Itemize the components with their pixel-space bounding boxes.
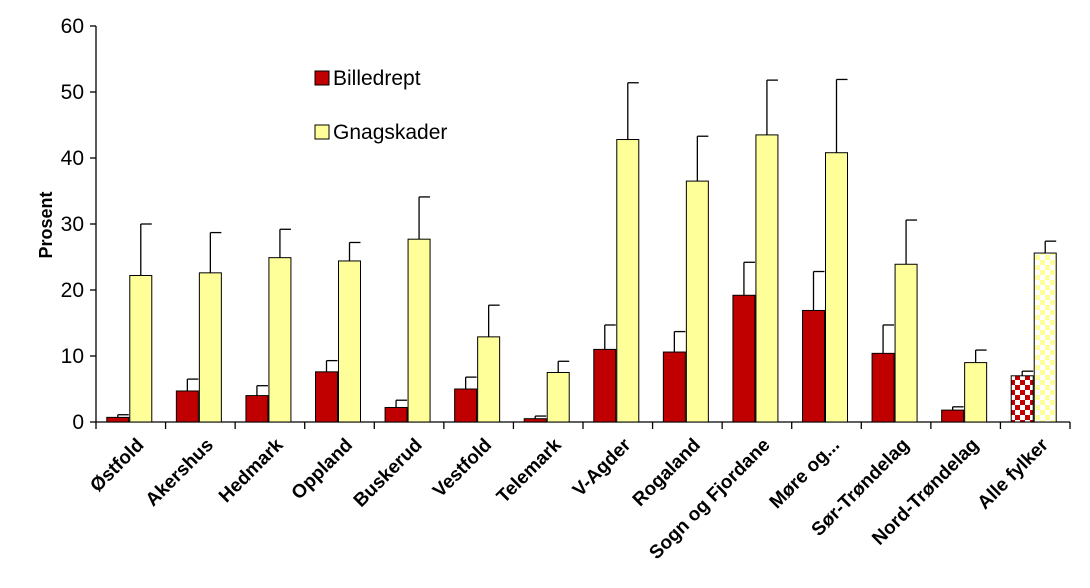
x-tick-label-telemark: Telemark [493, 434, 566, 507]
bar-gnagskader-v-agder [616, 139, 640, 423]
bar-gnagskader-akershus [198, 272, 222, 423]
bar-gnagskader-more-og [825, 152, 848, 423]
legend-swatch-gnagskader [314, 124, 330, 140]
bar-billedrept-vestfold [454, 388, 478, 423]
bar-billedrept-oppland [315, 371, 338, 423]
bar-gnagskader-nord-trondelag [964, 362, 988, 423]
x-tick-label-v-agder: V-Agder [569, 434, 636, 501]
bars [106, 134, 1057, 423]
bar-gnagskader-oppland [338, 260, 361, 423]
x-tick-label-rogaland: Rogaland [629, 435, 705, 511]
bar-billedrept-ostfold [106, 416, 130, 423]
x-tick-label-sogn-og-fjordane: Sogn og Fjordane [645, 435, 774, 564]
bar-billedrept-buskerud [384, 406, 408, 423]
legend-label-gnagskader: Gnagskader [333, 121, 447, 144]
x-tick-label-alle-fylker: Alle fylker [974, 434, 1054, 514]
legend: Billedrept Gnagskader [314, 67, 447, 144]
bar-billedrept-more-og [802, 309, 825, 423]
y-tick-label: 60 [61, 15, 84, 38]
bar-gnagskader-sor-trondelag [894, 263, 918, 423]
legend-label-billedrept: Billedrept [333, 67, 421, 90]
bar-billedrept-sogn-og-fjordane [732, 294, 756, 423]
bar-billedrept-v-agder [593, 348, 617, 423]
x-tick-label-ostfold: Østfold [86, 435, 148, 497]
bar-billedrept-nord-trondelag [941, 409, 965, 423]
y-tick-label: 40 [61, 147, 84, 170]
axes [90, 25, 1071, 429]
bar-billedrept-alle-fylker [1010, 375, 1034, 423]
y-tick-label: 20 [61, 279, 84, 302]
bar-billedrept-akershus [175, 390, 199, 423]
bar-billedrept-rogaland [662, 351, 686, 423]
bar-billedrept-telemark [523, 418, 547, 423]
y-tick-label: 30 [61, 213, 84, 236]
bar-billedrept-sor-trondelag [871, 352, 895, 423]
y-tick-label: 50 [61, 81, 84, 104]
x-tick-label-buskerud: Buskerud [350, 435, 427, 512]
x-tick-label-hedmark: Hedmark [215, 434, 288, 507]
bar-gnagskader-ostfold [129, 274, 153, 423]
legend-swatch-billedrept [314, 70, 330, 86]
y-tick-label: 0 [72, 411, 84, 434]
bar-gnagskader-sogn-og-fjordane [755, 134, 779, 423]
x-tick-label-akershus: Akershus [142, 435, 218, 511]
bar-gnagskader-buskerud [407, 238, 431, 423]
y-axis-label: Prosent [36, 191, 56, 258]
bar-billedrept-hedmark [245, 395, 269, 423]
bar-gnagskader-rogaland [685, 180, 709, 423]
bar-gnagskader-telemark [546, 372, 570, 423]
error-bars [117, 78, 1057, 419]
bar-gnagskader-alle-fylker [1033, 252, 1057, 423]
x-tick-label-oppland: Oppland [288, 435, 357, 504]
bar-gnagskader-vestfold [477, 336, 501, 423]
bar-gnagskader-hedmark [268, 257, 292, 423]
y-tick-label: 10 [61, 345, 84, 368]
x-tick-label-vestfold: Vestfold [429, 435, 496, 502]
